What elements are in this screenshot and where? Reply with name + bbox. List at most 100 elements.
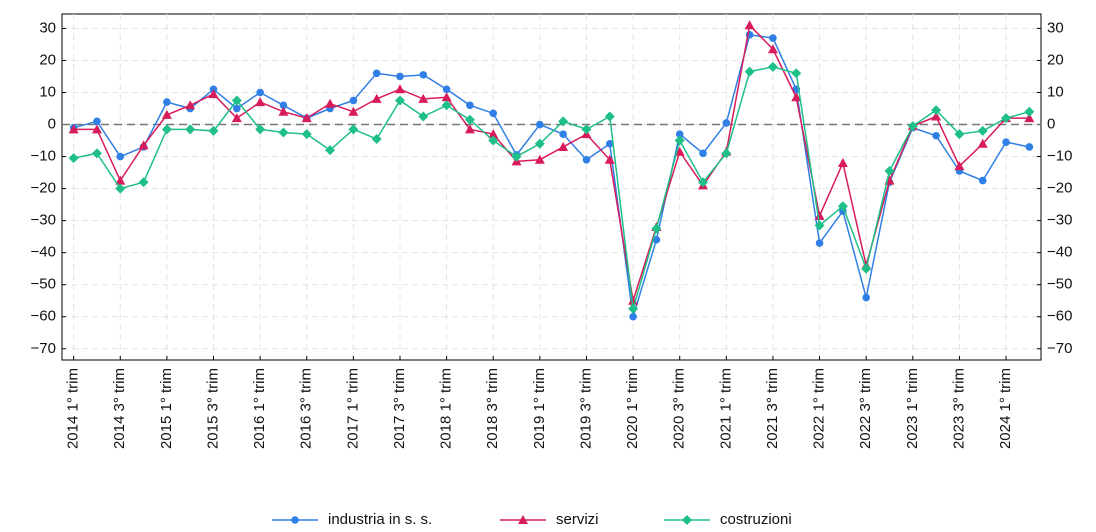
- x-tick-label: 2022 1° trim: [811, 368, 828, 449]
- point: [629, 312, 637, 321]
- point: [931, 111, 942, 121]
- point: [279, 101, 288, 110]
- point: [349, 96, 358, 105]
- point: [954, 129, 965, 140]
- point: [372, 69, 381, 78]
- point: [231, 95, 242, 106]
- point: [511, 151, 522, 162]
- y2-tick-label: 0: [1047, 115, 1055, 132]
- plot-frame: [61, 13, 1042, 361]
- x-tick-label: 2020 3° trim: [671, 368, 688, 449]
- legend-label: servizi: [556, 511, 599, 528]
- point: [536, 120, 544, 129]
- point: [442, 85, 451, 94]
- point: [1024, 113, 1035, 123]
- point: [722, 119, 731, 127]
- point: [488, 135, 499, 146]
- y-tick-label: 30: [39, 19, 56, 36]
- x-tick-label: 2015 3° trim: [204, 368, 221, 449]
- point: [185, 100, 196, 110]
- point: [791, 68, 802, 79]
- series-line: [73, 23, 1030, 301]
- point: [325, 98, 336, 108]
- point: [769, 34, 777, 42]
- point: [396, 72, 404, 81]
- point: [419, 71, 428, 79]
- y2-tick-label: −50: [1047, 276, 1072, 293]
- y-tick-label: 10: [39, 83, 56, 100]
- point: [138, 140, 149, 150]
- point: [255, 97, 266, 107]
- point: [115, 183, 126, 194]
- x-tick-label: 2015 1° trim: [158, 368, 175, 449]
- x-tick-label: 2023 3° trim: [950, 368, 967, 449]
- x-tick-label: 2014 1° trim: [65, 368, 82, 449]
- point: [1002, 138, 1010, 146]
- y2-tick-label: 10: [1047, 83, 1064, 100]
- point: [884, 165, 895, 176]
- point: [767, 61, 778, 72]
- point: [931, 105, 942, 116]
- point: [628, 303, 639, 314]
- point: [791, 92, 802, 102]
- point: [1024, 106, 1035, 117]
- point: [674, 135, 685, 146]
- point: [581, 124, 592, 135]
- x-tick-label: 2024 1° trim: [997, 368, 1014, 449]
- point: [163, 98, 171, 106]
- point: [348, 106, 359, 116]
- point: [441, 100, 452, 111]
- point: [1025, 143, 1034, 151]
- point: [115, 175, 126, 185]
- point: [907, 121, 918, 132]
- point: [68, 124, 79, 134]
- point: [932, 131, 940, 140]
- point: [978, 176, 987, 185]
- point: [744, 20, 755, 30]
- point: [488, 129, 499, 139]
- point: [116, 152, 125, 161]
- y2-tick-label: −40: [1047, 244, 1072, 261]
- x-tick-label: 2022 3° trim: [857, 368, 874, 449]
- y-tick-label: −30: [31, 212, 56, 229]
- y-tick-label: 0: [48, 115, 56, 132]
- point: [837, 157, 848, 167]
- point: [464, 114, 475, 125]
- point: [371, 93, 382, 103]
- point: [418, 93, 429, 103]
- point: [604, 111, 615, 122]
- point: [699, 149, 707, 158]
- point: [489, 109, 498, 118]
- point: [161, 109, 172, 119]
- point: [138, 177, 149, 188]
- point: [674, 146, 685, 156]
- y-tick-label: −60: [31, 308, 56, 325]
- x-tick-label: 2020 1° trim: [624, 368, 641, 449]
- point: [91, 124, 102, 134]
- point: [744, 66, 755, 77]
- point: [651, 223, 662, 234]
- point: [675, 130, 684, 138]
- x-tick-label: 2018 3° trim: [484, 368, 501, 449]
- point: [605, 139, 614, 148]
- y-tick-label: −40: [31, 244, 56, 261]
- point: [721, 148, 732, 159]
- point: [466, 101, 474, 110]
- y-tick-label: 20: [39, 51, 56, 68]
- point: [558, 141, 569, 151]
- point: [977, 125, 988, 136]
- point: [441, 92, 452, 102]
- point: [256, 88, 264, 97]
- point: [394, 95, 405, 106]
- point: [464, 124, 475, 134]
- point: [418, 111, 429, 122]
- point: [185, 124, 196, 135]
- point: [161, 124, 172, 135]
- point: [954, 161, 965, 171]
- x-tick-label: 2019 3° trim: [577, 368, 594, 449]
- y2-tick-label: −30: [1047, 212, 1072, 229]
- point: [815, 239, 824, 247]
- point: [534, 154, 545, 164]
- x-tick-label: 2014 3° trim: [111, 368, 128, 449]
